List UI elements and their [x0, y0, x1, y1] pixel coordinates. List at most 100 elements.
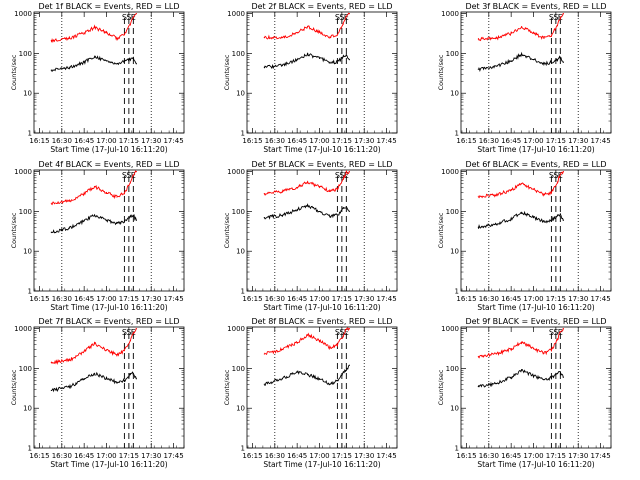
data-point	[93, 372, 96, 375]
data-point	[123, 221, 125, 223]
data-point	[336, 343, 338, 346]
data-point	[68, 227, 70, 229]
series-line-events	[477, 210, 564, 229]
series-line-lld	[264, 169, 350, 196]
y-tick-label: 1	[241, 445, 245, 453]
data-point	[135, 378, 137, 380]
x-tick-label: 17:45	[590, 452, 610, 460]
x-axis-label: Start Time (17-Jul-10 16:11:20)	[477, 460, 594, 469]
data-point	[520, 341, 523, 343]
data-point	[263, 36, 265, 39]
marker-label: S	[339, 171, 344, 180]
data-point	[532, 347, 535, 349]
data-point	[550, 61, 552, 63]
y-axis-label: Counts/sec	[223, 369, 231, 405]
data-point	[336, 61, 338, 63]
y-tick-label: 1	[455, 130, 459, 138]
data-point	[348, 210, 350, 213]
x-tick-label: 17:45	[590, 137, 610, 145]
data-point	[556, 181, 558, 183]
y-tick-label: 1000	[227, 168, 245, 176]
y-tick-label: 100	[232, 365, 245, 373]
data-point	[336, 188, 338, 190]
x-tick-label: 17:45	[163, 295, 183, 303]
y-axis-label: Counts/sec	[437, 54, 445, 90]
data-point	[116, 63, 118, 65]
data-point	[132, 372, 134, 375]
y-tick-label: 100	[446, 50, 459, 58]
data-point	[83, 220, 85, 222]
x-tick-label: 17:30	[568, 295, 588, 303]
x-tick-label: 17:30	[141, 452, 161, 460]
marker-label: S	[335, 171, 340, 180]
x-tick-label: 17:00	[523, 295, 543, 303]
data-point	[477, 195, 479, 197]
x-tick-label: 17:30	[354, 137, 374, 145]
data-point	[105, 349, 108, 351]
x-tick-label: 16:30	[52, 452, 72, 460]
data-point	[123, 192, 125, 194]
data-point	[281, 348, 283, 351]
data-point	[550, 377, 552, 379]
data-point	[129, 373, 131, 376]
data-point	[345, 369, 347, 371]
detector-panel: Det 7f BLACK = Events, RED = LLD 1 10 100 10…	[10, 317, 185, 469]
x-tick-label: 17:00	[96, 452, 116, 460]
data-point	[132, 214, 134, 216]
x-tick-label: 16:45	[501, 452, 521, 460]
panel-title: Det 9f BLACK = Events, RED = LLD	[465, 317, 606, 326]
data-point	[348, 328, 350, 330]
x-tick-label: 17:15	[119, 137, 139, 145]
data-point	[559, 213, 561, 215]
plot-frame	[33, 326, 185, 449]
y-tick-label: 1000	[14, 168, 32, 176]
data-point	[532, 375, 535, 377]
x-tick-label: 16:45	[287, 452, 307, 460]
detector-panel: Det 1f BLACK = Events, RED = LLD 1 10 100 10…	[10, 2, 185, 154]
data-point	[68, 66, 70, 68]
data-point	[532, 188, 535, 190]
data-point	[543, 352, 545, 354]
data-point	[543, 63, 545, 65]
y-tick-label: 1000	[441, 168, 459, 176]
x-tick-label: 17:15	[332, 295, 352, 303]
data-point	[342, 55, 344, 57]
data-point	[123, 350, 125, 352]
data-point	[105, 191, 108, 194]
data-point	[83, 350, 85, 352]
data-point	[132, 16, 134, 19]
data-point	[296, 371, 298, 373]
data-point	[532, 32, 535, 34]
data-point	[348, 13, 350, 15]
data-point	[562, 61, 564, 63]
series-line-lld	[264, 327, 350, 355]
x-tick-label: 17:15	[546, 137, 566, 145]
data-point	[116, 37, 118, 39]
data-point	[342, 207, 344, 209]
y-tick-label: 100	[232, 50, 245, 58]
y-tick-label: 1	[455, 288, 459, 296]
data-point	[281, 214, 283, 216]
data-point	[296, 32, 298, 34]
x-tick-label: 16:15	[29, 137, 49, 145]
y-tick-label: 10	[23, 90, 32, 98]
data-point	[105, 378, 108, 380]
x-tick-label: 16:45	[287, 295, 307, 303]
y-tick-label: 10	[236, 405, 245, 413]
data-point	[306, 373, 309, 376]
data-point	[129, 215, 131, 218]
data-point	[281, 64, 283, 67]
data-point	[550, 349, 552, 351]
series-line-events	[263, 52, 350, 70]
marker-label: S	[126, 171, 131, 180]
series-line-lld	[263, 12, 350, 40]
data-point	[510, 348, 512, 350]
data-point	[329, 190, 331, 192]
data-point	[135, 219, 137, 221]
data-point	[263, 66, 265, 68]
data-point	[93, 26, 96, 29]
data-point	[83, 193, 85, 195]
data-point	[50, 231, 52, 233]
data-point	[342, 178, 344, 180]
